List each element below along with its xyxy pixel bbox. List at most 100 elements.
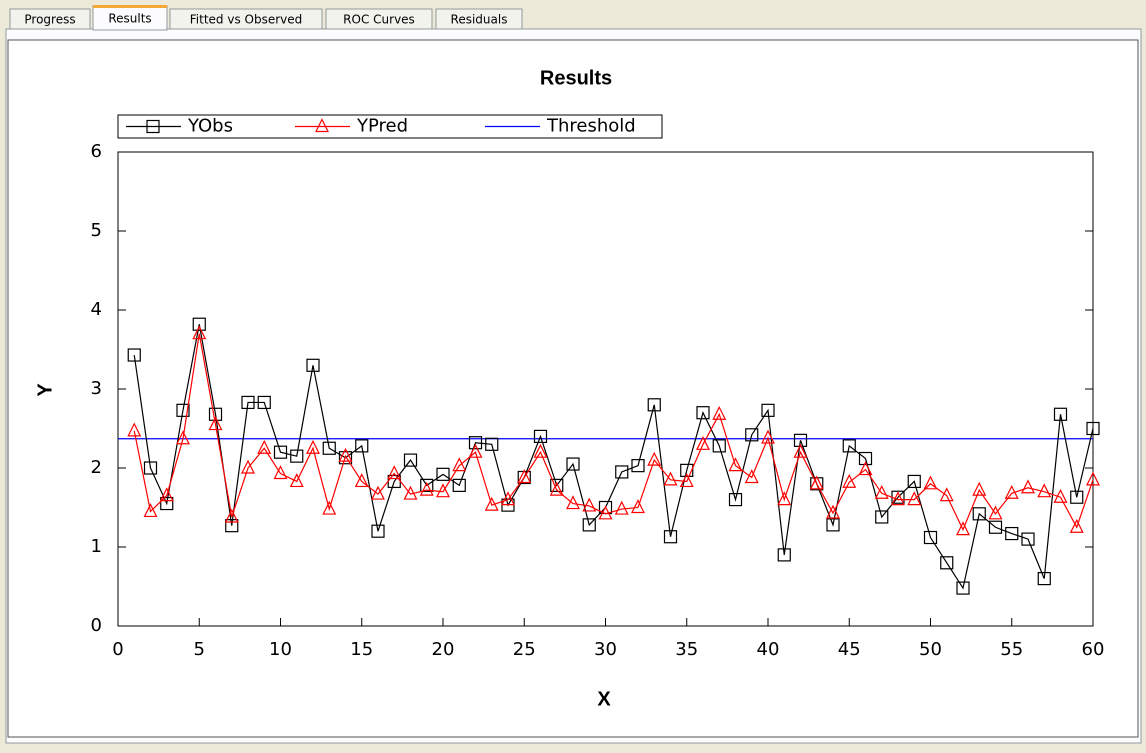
x-tick-label: 30	[594, 639, 617, 660]
obs-marker	[615, 465, 629, 479]
pred-marker	[176, 430, 190, 445]
obs-marker	[972, 507, 986, 521]
pred-marker	[793, 443, 808, 458]
obs-marker	[420, 478, 434, 492]
obs-marker	[842, 439, 856, 453]
obs-marker	[143, 461, 158, 475]
obs-marker	[306, 358, 320, 372]
obs-marker	[1086, 421, 1100, 436]
tab[interactable]	[9, 8, 91, 30]
tab[interactable]	[325, 8, 433, 30]
obs-marker	[728, 493, 743, 507]
pred-marker	[403, 485, 418, 500]
pred-marker	[744, 469, 759, 484]
pred-marker	[127, 422, 142, 437]
pred-marker	[159, 487, 174, 502]
obs-marker	[225, 519, 239, 533]
pred-marker	[387, 465, 402, 480]
obs-marker	[176, 403, 190, 417]
obs-marker	[550, 478, 564, 492]
pred-marker	[1004, 484, 1019, 499]
pred-marker	[956, 521, 970, 536]
obs-marker	[1070, 490, 1084, 504]
tab[interactable]	[169, 8, 323, 30]
pred-marker	[988, 505, 1003, 520]
tab-label[interactable]: Progress	[24, 13, 75, 27]
pred-marker	[1053, 488, 1068, 503]
pred-marker	[419, 481, 434, 496]
pred-marker	[484, 496, 499, 511]
pred-marker	[842, 473, 857, 488]
tab-label[interactable]: Fitted vs Observed	[190, 13, 303, 27]
obs-marker	[663, 530, 678, 544]
obs-marker	[566, 457, 580, 471]
pred-marker	[777, 491, 792, 506]
pred-marker	[923, 475, 938, 490]
x-tick-label: 35	[675, 639, 698, 660]
pred-marker	[224, 508, 239, 523]
pred-marker	[208, 416, 223, 431]
obs-marker	[1053, 407, 1068, 421]
pred-marker	[874, 484, 889, 499]
obs-marker	[907, 474, 921, 489]
obs-marker	[452, 478, 466, 492]
tab-label[interactable]: Results	[108, 12, 151, 26]
legend-marker	[315, 118, 329, 133]
pred-marker	[452, 457, 467, 472]
obs-marker	[712, 439, 726, 453]
x-tick-label: 60	[1082, 639, 1105, 660]
obs-marker	[485, 437, 499, 451]
obs-marker	[371, 524, 385, 538]
obs-marker	[777, 548, 791, 562]
x-tick-label: 10	[269, 639, 292, 660]
x-tick-label: 15	[350, 639, 373, 660]
tab-strip: Progress Results Fitted vs Observed ROC Cur…	[9, 5, 523, 31]
obs-marker	[436, 467, 450, 481]
obs-marker	[355, 439, 369, 453]
obs-marker	[858, 451, 873, 466]
pred-marker	[809, 475, 824, 490]
x-tick-label: 25	[513, 639, 536, 660]
x-tick-label: 45	[838, 639, 861, 660]
obs-marker	[940, 556, 954, 570]
pred-marker	[614, 500, 629, 515]
pred-marker	[1069, 518, 1084, 533]
obs-marker	[127, 348, 141, 362]
obs-marker	[160, 496, 174, 511]
legend-marker	[146, 119, 160, 134]
chart-frame	[7, 39, 1139, 738]
obs-marker	[631, 459, 645, 473]
pred-marker	[241, 459, 255, 474]
pred-marker	[972, 481, 987, 496]
pred-marker	[322, 500, 337, 515]
pred-marker	[728, 457, 743, 472]
pred-marker	[598, 505, 613, 520]
pred-marker	[712, 405, 727, 420]
legend-label: YPred	[356, 116, 408, 137]
obs-marker	[696, 406, 710, 420]
obs-marker	[680, 463, 694, 477]
y-tick-label: 6	[91, 141, 102, 162]
pred-marker	[257, 439, 272, 454]
chart-title: Results	[540, 67, 612, 89]
tab-label[interactable]: Residuals	[451, 13, 508, 27]
tab[interactable]	[435, 8, 523, 30]
obs-marker	[582, 518, 596, 532]
pred-marker	[517, 469, 532, 484]
pred-marker	[501, 491, 515, 506]
tab-label[interactable]: ROC Curves	[343, 13, 415, 27]
y-tick-label: 1	[91, 536, 102, 557]
pred-marker	[907, 491, 922, 506]
obs-marker	[745, 428, 759, 442]
pred-marker	[549, 481, 564, 496]
pred-marker	[354, 473, 369, 488]
obs-marker	[241, 395, 255, 410]
pred-marker	[647, 451, 662, 466]
series-line	[133, 324, 1094, 590]
x-axis-label: X	[597, 688, 611, 710]
pred-marker	[826, 504, 840, 519]
pred-marker	[1021, 479, 1035, 494]
obs-marker	[192, 317, 206, 331]
obs-marker	[761, 403, 775, 417]
pred-marker	[663, 471, 678, 486]
